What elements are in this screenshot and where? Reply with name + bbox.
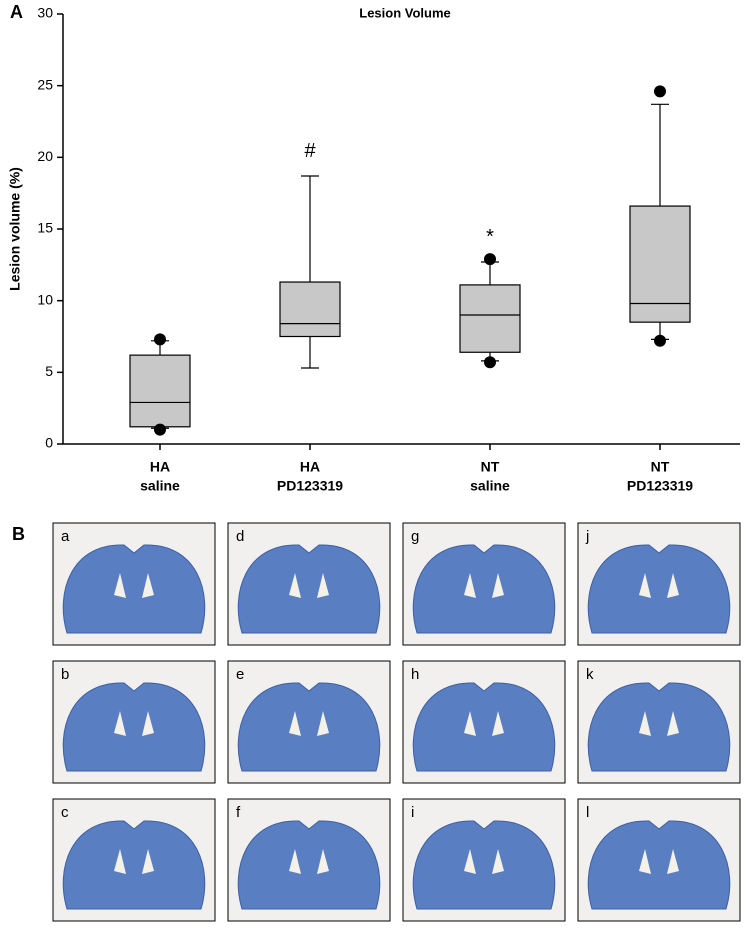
- box: [279, 281, 341, 338]
- panel-letter: h: [411, 666, 419, 683]
- x-tick-label: saline: [470, 478, 510, 494]
- brain-section: [62, 682, 206, 772]
- brain-section: [237, 544, 381, 634]
- x-tick-label: NT: [651, 459, 670, 475]
- y-tick-label: 25: [37, 76, 53, 92]
- ventricle: [639, 849, 679, 874]
- ventricle: [639, 711, 679, 736]
- brain-section: [62, 820, 206, 910]
- brain-section: [237, 682, 381, 772]
- y-tick-label: 20: [37, 148, 53, 164]
- panel-letter: k: [586, 666, 594, 683]
- x-tick-label: saline: [140, 478, 180, 494]
- y-tick-label: 0: [45, 435, 53, 451]
- brain-section: [587, 682, 731, 772]
- annotation: #: [304, 140, 316, 162]
- annotation: *: [486, 226, 494, 248]
- ventricle: [289, 849, 329, 874]
- ventricle: [464, 711, 504, 736]
- panel-label: A: [10, 2, 23, 22]
- y-axis-label: Lesion volume (%): [7, 167, 23, 291]
- box: [129, 354, 191, 428]
- brain-section: [412, 820, 556, 910]
- chart-title: Lesion Volume: [359, 5, 451, 20]
- ventricle: [289, 573, 329, 598]
- x-tick-label: NT: [481, 459, 500, 475]
- panel-letter: g: [411, 528, 419, 545]
- ventricle: [114, 711, 154, 736]
- x-tick-label: HA: [150, 459, 170, 475]
- panel-letter: e: [236, 666, 244, 683]
- panel-letter: c: [61, 804, 69, 821]
- ventricle: [639, 573, 679, 598]
- brain-section: [237, 820, 381, 910]
- outlier: [154, 423, 166, 436]
- panel-letter: j: [585, 528, 589, 545]
- box: [459, 284, 521, 353]
- brain-section: [587, 820, 731, 910]
- ventricle: [114, 573, 154, 598]
- outlier: [154, 333, 166, 346]
- panel-letter: b: [61, 666, 69, 683]
- x-tick-label: PD123319: [277, 478, 343, 494]
- y-tick-label: 15: [37, 220, 53, 236]
- panel-letter: l: [586, 804, 589, 821]
- y-tick-label: 30: [37, 5, 53, 21]
- brain-section: [62, 544, 206, 634]
- panel-label: B: [12, 524, 25, 544]
- outlier: [484, 253, 496, 266]
- panel-letter: a: [61, 528, 70, 545]
- brain-section: [412, 544, 556, 634]
- brain-section: [587, 544, 731, 634]
- y-tick-label: 10: [37, 291, 53, 307]
- ventricle: [289, 711, 329, 736]
- brain-section: [412, 682, 556, 772]
- ventricle: [464, 849, 504, 874]
- x-tick-label: PD123319: [627, 478, 693, 494]
- y-tick-label: 5: [45, 363, 53, 379]
- ventricle: [464, 573, 504, 598]
- box: [629, 205, 691, 323]
- panel-letter: d: [236, 528, 244, 545]
- outlier: [654, 85, 666, 98]
- panel-letter: f: [236, 804, 241, 821]
- panel-letter: i: [411, 804, 414, 821]
- x-tick-label: HA: [300, 459, 320, 475]
- ventricle: [114, 849, 154, 874]
- outlier: [654, 334, 666, 347]
- outlier: [484, 356, 496, 369]
